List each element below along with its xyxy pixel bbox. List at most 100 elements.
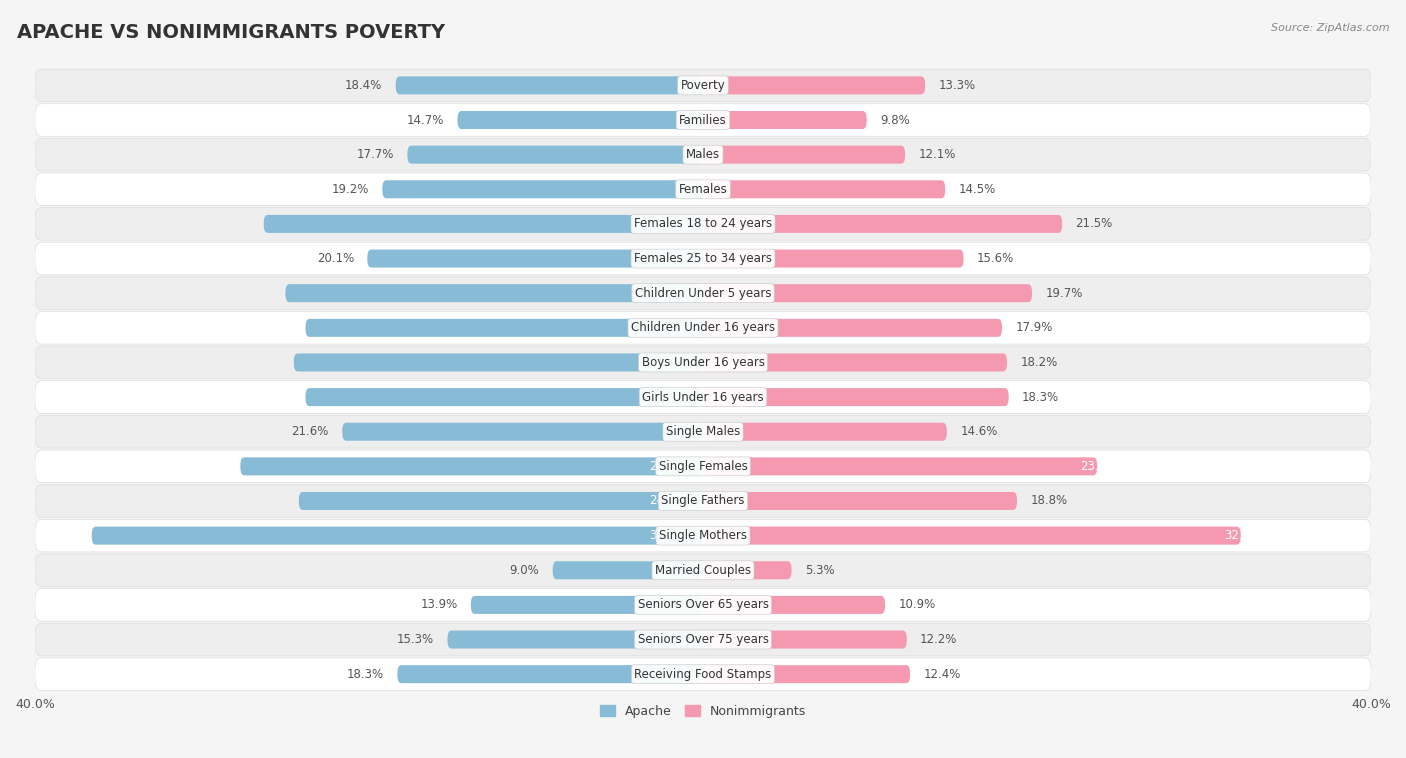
Text: 32.2%: 32.2% [1225, 529, 1261, 542]
Text: 14.7%: 14.7% [406, 114, 444, 127]
FancyBboxPatch shape [240, 457, 703, 475]
Text: 24.5%: 24.5% [650, 356, 686, 369]
FancyBboxPatch shape [703, 215, 1062, 233]
Text: Families: Families [679, 114, 727, 127]
Text: 18.8%: 18.8% [1031, 494, 1067, 508]
Text: 12.1%: 12.1% [918, 148, 956, 161]
FancyBboxPatch shape [35, 623, 1371, 656]
Text: 12.4%: 12.4% [924, 668, 960, 681]
Text: Single Females: Single Females [658, 460, 748, 473]
FancyBboxPatch shape [35, 312, 1371, 344]
Text: 23.6%: 23.6% [1080, 460, 1118, 473]
FancyBboxPatch shape [471, 596, 703, 614]
FancyBboxPatch shape [285, 284, 703, 302]
Text: Boys Under 16 years: Boys Under 16 years [641, 356, 765, 369]
Text: 18.4%: 18.4% [344, 79, 382, 92]
FancyBboxPatch shape [264, 215, 703, 233]
FancyBboxPatch shape [703, 666, 910, 683]
Text: Source: ZipAtlas.com: Source: ZipAtlas.com [1271, 23, 1389, 33]
FancyBboxPatch shape [703, 596, 884, 614]
Text: 19.7%: 19.7% [1046, 287, 1083, 299]
FancyBboxPatch shape [395, 77, 703, 95]
Text: 24.2%: 24.2% [650, 494, 686, 508]
Text: 18.2%: 18.2% [1021, 356, 1057, 369]
Text: 17.9%: 17.9% [1015, 321, 1053, 334]
Text: Females 25 to 34 years: Females 25 to 34 years [634, 252, 772, 265]
FancyBboxPatch shape [703, 111, 866, 129]
FancyBboxPatch shape [35, 381, 1371, 413]
Text: Single Males: Single Males [666, 425, 740, 438]
FancyBboxPatch shape [35, 69, 1371, 102]
Text: 18.3%: 18.3% [347, 668, 384, 681]
FancyBboxPatch shape [342, 423, 703, 440]
FancyBboxPatch shape [299, 492, 703, 510]
FancyBboxPatch shape [408, 146, 703, 164]
FancyBboxPatch shape [703, 631, 907, 649]
Text: Children Under 16 years: Children Under 16 years [631, 321, 775, 334]
FancyBboxPatch shape [35, 519, 1371, 552]
Text: Seniors Over 75 years: Seniors Over 75 years [637, 633, 769, 646]
FancyBboxPatch shape [35, 346, 1371, 379]
FancyBboxPatch shape [35, 277, 1371, 309]
Text: 13.9%: 13.9% [420, 598, 457, 612]
Text: 14.6%: 14.6% [960, 425, 998, 438]
Text: 20.1%: 20.1% [316, 252, 354, 265]
FancyBboxPatch shape [35, 104, 1371, 136]
FancyBboxPatch shape [35, 450, 1371, 483]
FancyBboxPatch shape [294, 353, 703, 371]
Text: 9.8%: 9.8% [880, 114, 910, 127]
Text: 12.2%: 12.2% [920, 633, 957, 646]
Text: 25.0%: 25.0% [650, 287, 686, 299]
FancyBboxPatch shape [35, 658, 1371, 691]
FancyBboxPatch shape [35, 484, 1371, 517]
FancyBboxPatch shape [35, 415, 1371, 448]
FancyBboxPatch shape [305, 388, 703, 406]
FancyBboxPatch shape [703, 319, 1002, 337]
Text: 23.8%: 23.8% [650, 390, 686, 403]
Text: Females: Females [679, 183, 727, 196]
Text: Single Mothers: Single Mothers [659, 529, 747, 542]
FancyBboxPatch shape [703, 492, 1017, 510]
Text: Poverty: Poverty [681, 79, 725, 92]
FancyBboxPatch shape [35, 243, 1371, 275]
FancyBboxPatch shape [35, 173, 1371, 205]
Text: 14.5%: 14.5% [959, 183, 995, 196]
FancyBboxPatch shape [703, 457, 1097, 475]
FancyBboxPatch shape [91, 527, 703, 545]
Text: 5.3%: 5.3% [804, 564, 835, 577]
Text: Receiving Food Stamps: Receiving Food Stamps [634, 668, 772, 681]
Text: 18.3%: 18.3% [1022, 390, 1059, 403]
Text: Males: Males [686, 148, 720, 161]
Text: Seniors Over 65 years: Seniors Over 65 years [637, 598, 769, 612]
FancyBboxPatch shape [398, 666, 703, 683]
Text: 9.0%: 9.0% [509, 564, 540, 577]
Text: 27.7%: 27.7% [650, 460, 686, 473]
FancyBboxPatch shape [703, 561, 792, 579]
FancyBboxPatch shape [703, 423, 946, 440]
Text: Children Under 5 years: Children Under 5 years [634, 287, 772, 299]
FancyBboxPatch shape [382, 180, 703, 199]
Text: Married Couples: Married Couples [655, 564, 751, 577]
Text: Females 18 to 24 years: Females 18 to 24 years [634, 218, 772, 230]
FancyBboxPatch shape [703, 146, 905, 164]
FancyBboxPatch shape [703, 388, 1008, 406]
FancyBboxPatch shape [35, 554, 1371, 587]
Text: Girls Under 16 years: Girls Under 16 years [643, 390, 763, 403]
FancyBboxPatch shape [703, 353, 1007, 371]
Legend: Apache, Nonimmigrants: Apache, Nonimmigrants [595, 700, 811, 722]
Text: 17.7%: 17.7% [357, 148, 394, 161]
Text: APACHE VS NONIMMIGRANTS POVERTY: APACHE VS NONIMMIGRANTS POVERTY [17, 23, 444, 42]
FancyBboxPatch shape [35, 139, 1371, 171]
Text: 21.5%: 21.5% [1076, 218, 1112, 230]
FancyBboxPatch shape [35, 589, 1371, 622]
FancyBboxPatch shape [305, 319, 703, 337]
Text: 36.6%: 36.6% [650, 529, 686, 542]
Text: 19.2%: 19.2% [332, 183, 368, 196]
Text: 10.9%: 10.9% [898, 598, 935, 612]
Text: 21.6%: 21.6% [291, 425, 329, 438]
FancyBboxPatch shape [703, 284, 1032, 302]
Text: 26.3%: 26.3% [650, 218, 686, 230]
FancyBboxPatch shape [703, 180, 945, 199]
FancyBboxPatch shape [35, 208, 1371, 240]
FancyBboxPatch shape [457, 111, 703, 129]
